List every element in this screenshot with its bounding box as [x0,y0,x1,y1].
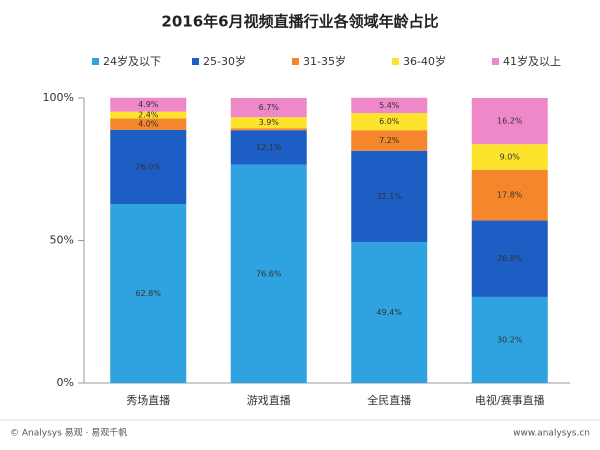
legend-label: 24岁及以下 [103,54,161,68]
legend-label: 36-40岁 [403,54,446,68]
bar-segment [230,128,307,131]
legend-label: 31-35岁 [303,54,346,68]
value-label: 6.0% [379,117,400,126]
y-tick-label: 50% [50,234,74,247]
bar-segment [110,129,187,205]
bar-segment [230,98,307,118]
bar-segment [110,111,187,119]
value-label: 12.1% [256,143,282,152]
y-tick-label: 100% [43,91,74,104]
x-tick-label: 全民直播 [367,393,411,407]
value-label: 4.0% [138,120,159,129]
value-label: 4.9% [138,100,159,109]
value-label: 32.1% [377,192,403,201]
bar-segment [230,164,307,383]
bar-segment [351,242,428,383]
x-tick-label: 电视/赛事直播 [475,393,545,407]
value-label: 30.2% [497,335,523,344]
legend-swatch [92,58,99,65]
bar-segment [230,130,307,165]
value-label: 76.6% [256,269,282,278]
legend-swatch [392,58,399,65]
y-tick-label: 0% [57,376,74,389]
bar-segment [110,97,187,112]
bar-segment [471,169,548,221]
footer-right: www.analysys.cn [513,429,590,439]
value-label: 62.8% [136,289,162,298]
bar-segment [471,98,548,145]
value-label: 5.4% [379,101,400,110]
value-label: 9.0% [500,152,521,161]
bar-segment [351,150,428,243]
bar-segment [471,296,548,383]
value-label: 2.4% [138,111,159,120]
legend-label: 41岁及以上 [503,54,561,68]
chart-title: 2016年6月视频直播行业各领域年龄占比 [161,13,438,31]
bar-segment [351,130,428,151]
bar-segment [110,118,187,130]
legend-swatch [492,58,499,65]
legend-swatch [192,58,199,65]
value-label: 26.8% [497,254,523,263]
legend-label: 25-30岁 [203,54,246,68]
x-tick-label: 秀场直播 [126,393,170,407]
legend-swatch [292,58,299,65]
value-label: 7.2% [379,136,400,145]
footer-left: © Analysys 易观 · 易观千帆 [10,427,127,439]
bar-segment [471,220,548,297]
value-label: 3.9% [259,118,280,127]
value-label: 17.8% [497,191,523,200]
bar-segment [230,117,307,129]
bar-segment [110,204,187,383]
bar-segment [351,113,428,131]
bar-segment [471,144,548,170]
value-label: 6.7% [259,103,280,112]
value-label: 16.2% [497,117,523,126]
x-tick-label: 游戏直播 [247,393,291,407]
value-label: 26.0% [136,162,162,171]
bar-segment [351,97,428,114]
value-label: 49.4% [377,308,403,317]
